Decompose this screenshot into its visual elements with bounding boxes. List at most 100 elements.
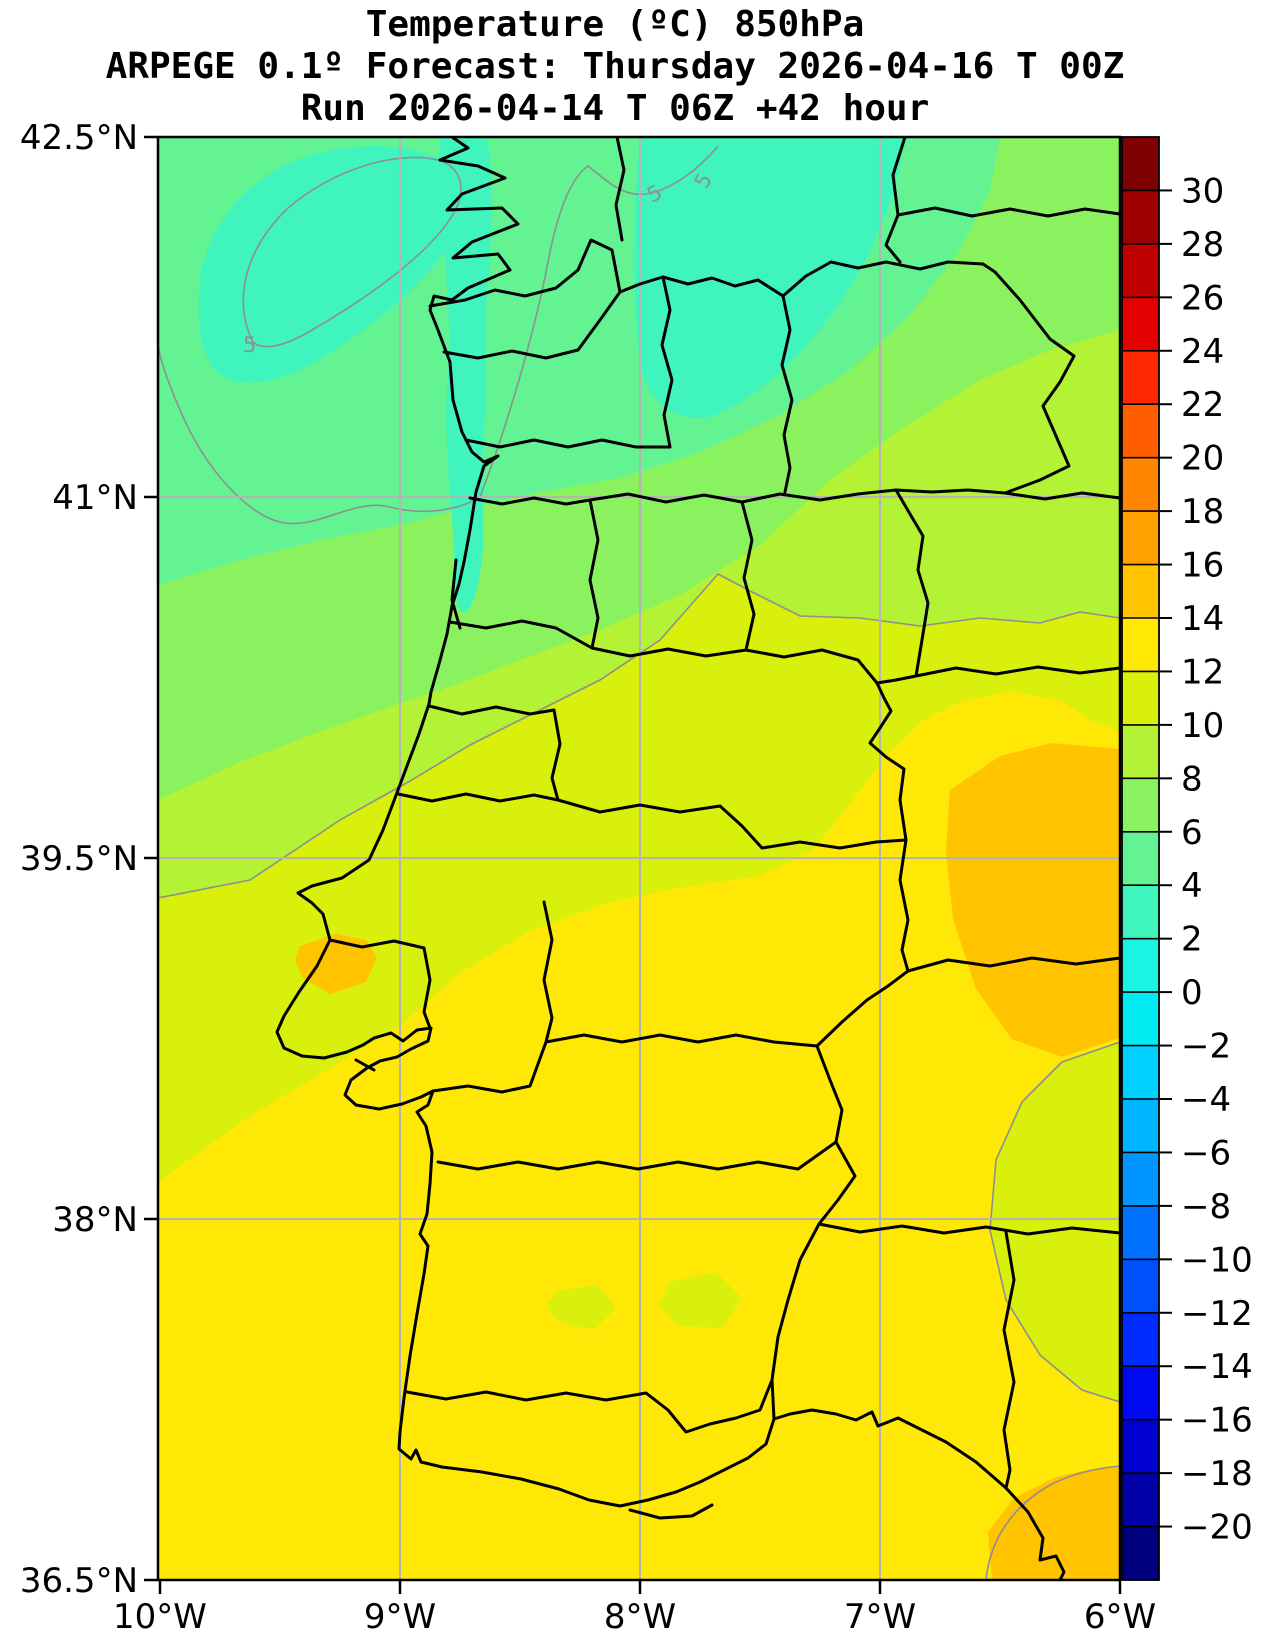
district-coimbra-leiria [427,704,556,716]
x-axis-ticks: 10°W 9°W 8°W 7°W 6°W [113,1580,1156,1637]
colorbar-tick-label: 2 [1181,920,1203,960]
isoline-10 [158,572,1120,899]
page-title: Temperature (ºC) 850hPa [365,4,865,45]
colorbar-segment [1122,511,1159,566]
run-subtitle: Run 2026-04-14 T 06Z +42 hour [300,88,930,129]
colorbar-tick-label: 10 [1181,706,1224,746]
district-porto-aveiro [468,496,592,506]
ria-formosa-spit [628,1503,714,1520]
colorbar-segment [1122,1099,1159,1154]
colorbar-segment [1122,671,1159,726]
colorbar-segment [1122,243,1159,298]
isoline-5-long [158,145,719,525]
district-aveiro-viseu [588,498,600,650]
district-braga-porto [464,438,672,449]
isoline-5-loop [242,156,462,348]
colorbar-tick-label: −16 [1181,1401,1253,1441]
colorbar-segment [1122,1045,1159,1100]
colorbar-segment [1122,1419,1159,1474]
colorbar-segment [1122,938,1159,993]
district-viseu-guarda [740,500,756,652]
colorbar-segment [1122,137,1159,192]
district-viana-braga [442,290,622,360]
colorbar-tick-label: 12 [1181,652,1224,692]
colorbar-segment [1122,457,1159,512]
district-lisboa-santarem [328,938,432,1030]
colorbar-tick-label: 20 [1181,439,1224,479]
x-tick-label: 7°W [844,1597,916,1637]
colorbar-tick-label: −20 [1181,1508,1253,1548]
y-axis-ticks: 42.5°N 41°N 39.5°N 38°N 36.5°N [20,118,158,1601]
temp-band-10-12-monchique [546,1284,616,1330]
temp-band-10-12-caldeirao [658,1272,742,1328]
colorbar: 302826242220181614121086420−2−4−6−8−10−1… [1121,136,1253,1581]
colorbar-tick-label: 24 [1181,332,1224,372]
x-tick-label: 6°W [1084,1597,1156,1637]
y-tick-label: 38°N [52,1200,138,1240]
colorbar-segment [1122,404,1159,459]
y-tick-label: 42.5°N [20,118,138,158]
isoline-15 [985,1465,1120,1580]
district-beiras-line [590,646,879,685]
district-vilareal-braganca [780,294,794,494]
colorbar-tick-label: −4 [1181,1080,1231,1120]
district-santarem-evora [542,900,554,1044]
colorbar-segment [1122,1366,1159,1421]
colorbar-tick-label: 22 [1181,385,1224,425]
y-tick-label: 41°N [52,478,138,518]
colorbar-tick-label: 8 [1181,759,1203,799]
colorbar-segment [1122,1526,1159,1581]
border-badajoz-andalucia [817,1222,1120,1236]
border-huelva-sevilla [1002,1230,1016,1490]
y-tick-label: 39.5°N [20,839,138,879]
colorbar-tick-label: −18 [1181,1454,1253,1494]
border-caceres-badajoz [906,956,1120,973]
border-salamanca-caceres [914,665,1120,678]
district-coimbra-cbranco [550,708,562,802]
colorbar-tick-label: −8 [1181,1187,1231,1227]
colorbar-segment [1122,350,1159,405]
colorbar-tick-label: 4 [1181,866,1203,906]
district-evora-beja [436,1140,838,1171]
x-tick-label: 10°W [113,1597,207,1637]
x-tick-label: 9°W [364,1597,436,1637]
isoline-10-sierra [989,1041,1120,1403]
colorbar-segment [1122,831,1159,886]
colorbar-frame [1121,136,1160,1581]
colorbar-segment [1122,1312,1159,1367]
district-borders [328,137,1120,1490]
colorbar-segment [1122,1205,1159,1260]
colorbar-segment [1122,618,1159,673]
colorbar-tick-label: −6 [1181,1133,1231,1173]
colorbar-tick-label: 16 [1181,546,1224,586]
colorbar-tick-label: 30 [1181,171,1224,211]
colorbar-segment [1122,564,1159,619]
temp-band-14-16-seville [988,1467,1120,1580]
colorbar-segment [1122,992,1159,1047]
colorbar-segment [1122,1259,1159,1314]
temp-band-14-16-lisbon [295,934,377,994]
colorbar-segment [1122,190,1159,245]
colorbar-segment [1122,1152,1159,1207]
colorbar-tick-label: −14 [1181,1347,1253,1387]
temp-band-14-16-extremadura [946,743,1120,1057]
temp-band-10-12-sierra [990,1042,1120,1402]
district-setubal-evora [431,1040,548,1094]
colorbar-segment [1122,778,1159,833]
aveiro-lagoon-spit [450,558,462,630]
colorbar-segment [1122,297,1159,352]
colorbar-segment [1122,885,1159,940]
colorbar-tick-label: 14 [1181,599,1224,639]
border-galicia-leon [896,206,1120,218]
district-evora-north [544,1033,819,1048]
map-titles: Temperature (ºC) 850hPa ARPEGE 0.1º Fore… [0,0,1230,130]
isoline-label-5-a: 5 [243,333,256,357]
coastline [275,137,1066,1580]
border-galicia-vertical [614,137,626,242]
gridlines [158,137,1120,1580]
colorbar-segment [1122,1473,1159,1528]
colorbar-tick-label: 28 [1181,225,1224,265]
coastline-path [275,137,1066,1580]
